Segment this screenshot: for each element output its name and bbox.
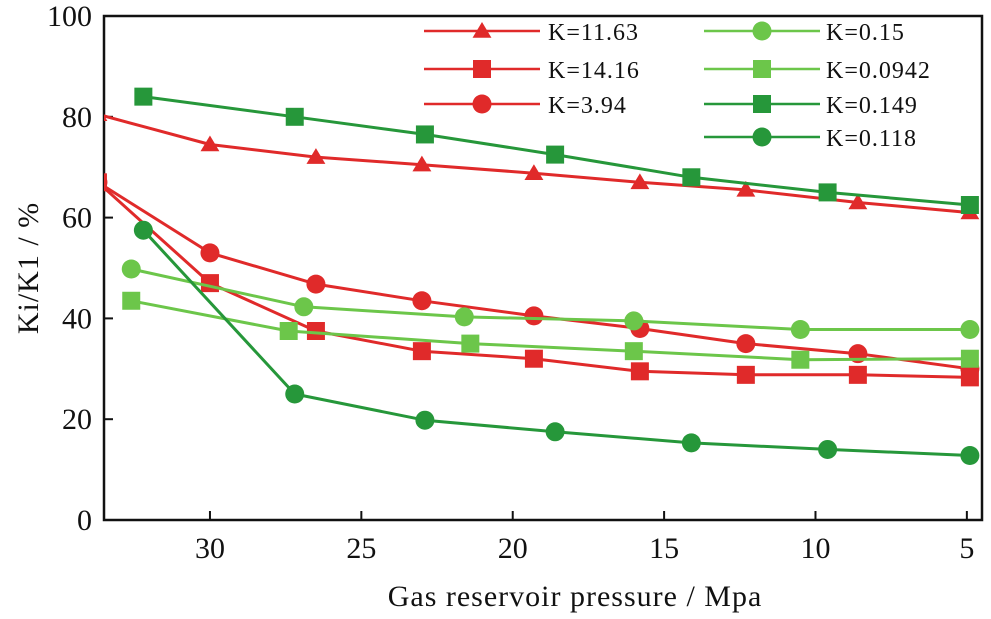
series-layer — [104, 87, 980, 465]
y-tick-label: 20 — [62, 403, 92, 436]
x-tick-label: 30 — [195, 532, 225, 565]
data-point — [122, 291, 141, 310]
data-point — [960, 445, 980, 465]
data-point — [960, 319, 980, 339]
data-point — [545, 422, 565, 442]
data-point — [134, 87, 153, 106]
legend-item: K=0.15 — [704, 20, 905, 46]
data-point — [412, 155, 432, 172]
data-point — [306, 274, 326, 294]
series-line — [142, 229, 970, 457]
data-point — [736, 334, 756, 354]
data-point — [630, 173, 650, 190]
legend-label: K=0.15 — [826, 20, 905, 46]
series-line — [130, 267, 970, 331]
data-point — [524, 306, 544, 326]
legend-label: K=0.0942 — [826, 58, 931, 84]
data-point — [294, 297, 314, 317]
legend-marker — [753, 95, 771, 113]
data-point — [818, 439, 838, 459]
x-tick-label: 15 — [649, 532, 679, 565]
x-tick-label: 5 — [959, 532, 974, 565]
data-point — [960, 349, 979, 368]
data-point — [461, 334, 480, 353]
legend-item: K=14.16 — [424, 58, 640, 84]
data-point — [415, 410, 435, 430]
x-tick-label: 10 — [800, 532, 830, 565]
series-k-0-149 — [134, 87, 979, 214]
y-tick-label: 80 — [62, 101, 92, 134]
data-point — [306, 322, 325, 340]
legend-marker — [752, 127, 772, 147]
data-point — [121, 259, 141, 279]
data-point — [791, 350, 810, 369]
y-axis-title: Ki/K1 / % — [12, 202, 45, 334]
data-point — [285, 384, 305, 404]
legend-label: K=14.16 — [548, 58, 640, 84]
data-point — [624, 311, 644, 331]
legend-marker — [472, 94, 492, 114]
y-tick-label: 40 — [62, 302, 92, 335]
legend-marker — [753, 60, 771, 78]
legend-item: K=0.149 — [704, 93, 918, 119]
data-point — [546, 145, 565, 164]
data-point — [133, 220, 153, 240]
data-point — [279, 322, 298, 340]
series-line — [104, 185, 970, 379]
data-point — [200, 274, 219, 293]
data-point — [818, 183, 837, 202]
plot-frame — [102, 14, 984, 522]
data-point — [412, 342, 431, 361]
series-k-11-63 — [104, 114, 980, 220]
series-k-14-16 — [104, 173, 979, 387]
series-k-0-15 — [121, 259, 980, 339]
data-point — [524, 349, 543, 368]
legend-label: K=3.94 — [548, 93, 627, 119]
y-tick-label: 100 — [47, 0, 92, 33]
data-point — [104, 175, 108, 190]
series-k-3-94 — [104, 175, 980, 379]
legend-item: K=11.63 — [424, 20, 639, 46]
legend-marker — [752, 21, 772, 41]
legend-label: K=11.63 — [548, 20, 639, 46]
data-point — [306, 148, 326, 164]
legend-label: K=0.118 — [826, 126, 917, 152]
data-point — [104, 115, 108, 122]
data-point — [848, 365, 867, 384]
x-tick-label: 20 — [498, 532, 528, 565]
data-point — [736, 180, 756, 197]
data-point — [454, 307, 474, 327]
data-point — [736, 365, 755, 384]
plot-area: 0 20 40 60 80 100 30 25 20 15 10 5 — [47, 0, 984, 565]
legend-marker — [472, 22, 492, 38]
data-point — [681, 433, 701, 453]
y-tick-label: 60 — [62, 202, 92, 235]
x-tick-label: 25 — [346, 532, 376, 565]
data-point — [682, 168, 701, 187]
legend-label: K=0.149 — [826, 93, 918, 119]
y-tick-label: 0 — [77, 504, 92, 537]
series-line — [104, 184, 971, 371]
series-line — [130, 299, 970, 362]
data-point — [960, 196, 979, 214]
legend-item: K=0.0942 — [704, 58, 931, 84]
legend: K=11.63 K=14.16 K=3.94 K=0.15 K=0.0942 K=0.14… — [424, 20, 931, 152]
data-point — [285, 107, 304, 126]
data-point — [200, 135, 220, 152]
data-point — [412, 291, 432, 311]
data-point — [415, 125, 434, 144]
series-k-0-0942 — [122, 291, 979, 369]
legend-item: K=0.118 — [704, 126, 917, 152]
series-k-0-118 — [133, 220, 980, 465]
x-axis-title: Gas reservoir pressure / Mpa — [388, 580, 763, 613]
data-point — [524, 164, 544, 180]
legend-marker — [473, 60, 491, 78]
data-point — [790, 319, 810, 339]
data-point — [630, 362, 649, 381]
legend-item: K=3.94 — [424, 93, 627, 119]
data-point — [848, 193, 868, 210]
data-point — [200, 243, 220, 263]
data-point — [624, 342, 643, 361]
